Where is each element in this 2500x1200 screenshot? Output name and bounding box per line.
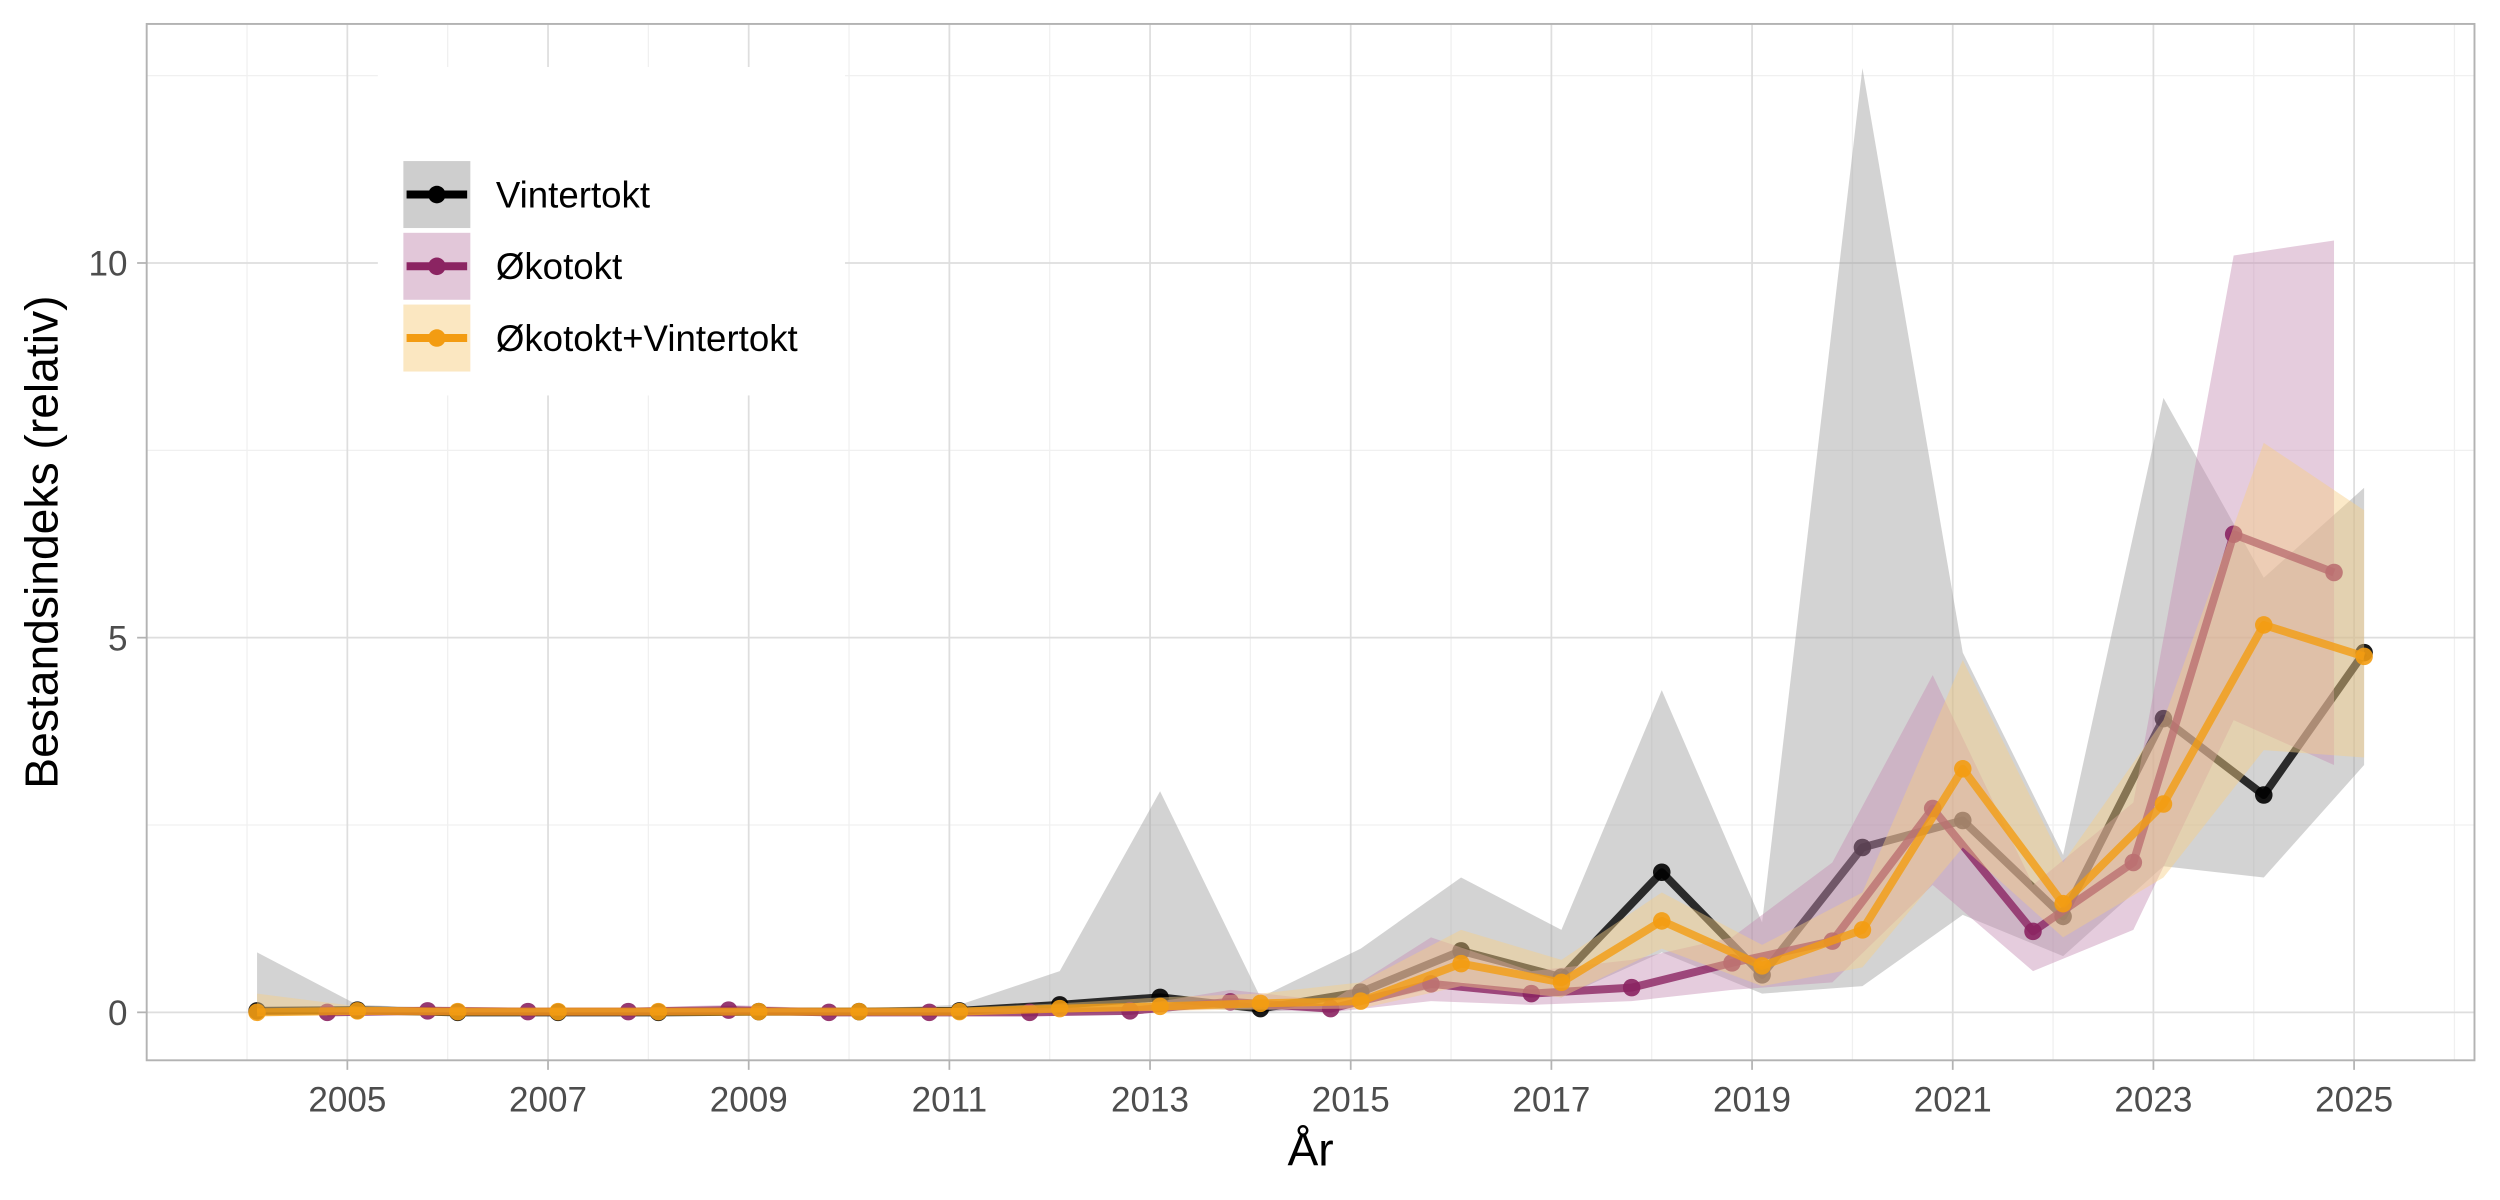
- point: [248, 1003, 266, 1022]
- x-axis-title: År: [1287, 1124, 1333, 1176]
- y-axis-title: Bestandsindeks (relativ): [15, 296, 67, 789]
- x-tick-label: 2021: [1914, 1080, 1992, 1119]
- confidence-band: [257, 442, 2365, 1013]
- point: [1652, 863, 1671, 881]
- x-tick-label: 2007: [509, 1080, 587, 1119]
- line: [256, 620, 2366, 1017]
- legend-dot: [428, 257, 446, 276]
- plot-border: [145, 22, 2476, 1062]
- legend-label: Økotokt: [496, 246, 622, 287]
- y-tick-label: 0: [108, 994, 128, 1033]
- point: [2124, 853, 2143, 872]
- point: [348, 1002, 367, 1020]
- point: [1251, 994, 1270, 1013]
- x-tick-label: 2019: [1713, 1080, 1791, 1119]
- point: [1552, 973, 1571, 992]
- point: [1351, 992, 1370, 1010]
- point: [1853, 838, 1872, 857]
- confidence-band: [257, 68, 2365, 1013]
- y-tick-label: 10: [89, 245, 128, 284]
- x-tick-label: 2025: [2315, 1080, 2393, 1119]
- point: [1050, 999, 1069, 1018]
- point: [2224, 525, 2243, 544]
- y-tick-label: 5: [108, 619, 128, 658]
- point: [1753, 957, 1771, 975]
- plot-area: [248, 68, 2373, 1022]
- point: [950, 1002, 969, 1021]
- point: [549, 1002, 567, 1021]
- x-tick-label: 2017: [1512, 1080, 1590, 1119]
- point: [1151, 997, 1169, 1016]
- point: [1452, 942, 1470, 960]
- point: [2255, 616, 2273, 634]
- point: [1853, 921, 1872, 939]
- point: [2255, 786, 2273, 804]
- point: [1452, 954, 1470, 973]
- point: [1954, 760, 1972, 778]
- x-tick-label: 2023: [2114, 1080, 2192, 1119]
- point: [749, 1002, 768, 1021]
- point: [2154, 709, 2173, 728]
- point: [649, 1002, 668, 1021]
- legend-label: Vintertokt: [496, 174, 650, 215]
- point: [448, 1002, 467, 1021]
- point: [2054, 894, 2072, 913]
- point: [2154, 795, 2173, 813]
- legend-label: Økotokt+Vintertokt: [496, 318, 798, 359]
- point: [1622, 978, 1641, 997]
- x-tick-label: 2005: [308, 1080, 386, 1119]
- point: [1522, 984, 1541, 1003]
- point: [2325, 563, 2343, 582]
- x-tick-label: 2009: [710, 1080, 788, 1119]
- legend: Vintertokt Økotokt Økotokt+Vintertokt: [377, 66, 846, 396]
- point: [1652, 912, 1671, 930]
- x-tick-label: 2011: [912, 1080, 987, 1119]
- point: [2355, 647, 2373, 666]
- legend-dot: [428, 329, 446, 347]
- x-tick-label: 2015: [1312, 1080, 1390, 1119]
- axes: 2005 2007 2009 2011 2013 2015 2017 2019 2021 2023…: [89, 245, 2394, 1120]
- point: [2024, 922, 2042, 941]
- point: [850, 1002, 868, 1021]
- point: [1954, 811, 1972, 830]
- legend-dot: [428, 185, 446, 204]
- x-tick-label: 2013: [1111, 1080, 1189, 1119]
